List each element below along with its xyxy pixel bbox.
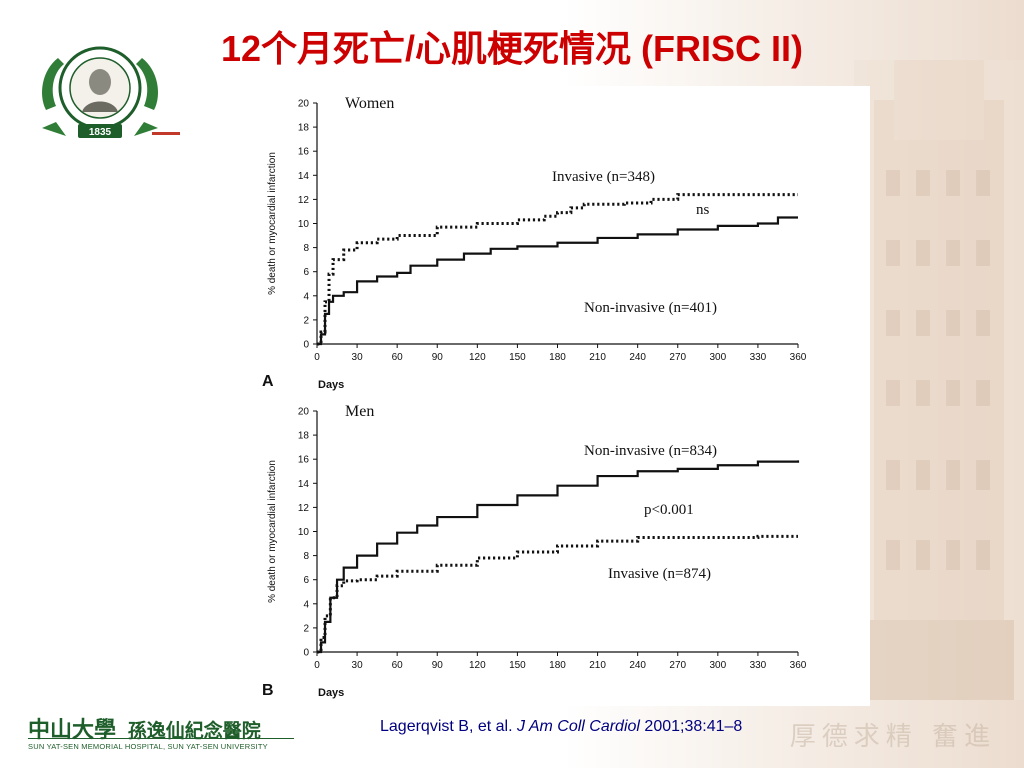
x-tick-label: 150 (509, 352, 526, 363)
panel-title: Women (345, 95, 394, 112)
y-tick-label: 10 (298, 527, 310, 538)
x-tick-label: 240 (629, 352, 646, 363)
y-tick-label: 20 (298, 407, 310, 418)
series-line (317, 193, 798, 346)
x-tick-label: 300 (709, 660, 726, 671)
x-tick-label: 240 (629, 660, 646, 671)
x-tick-label: 90 (432, 352, 444, 363)
x-tick-label: 360 (790, 352, 807, 363)
y-tick-label: 20 (298, 99, 310, 110)
x-tick-label: 60 (392, 660, 404, 671)
x-tick-label: 330 (750, 352, 767, 363)
x-tick-label: 120 (469, 660, 486, 671)
x-tick-label: 0 (314, 352, 320, 363)
title-accent-line (152, 132, 180, 135)
citation-journal: J Am Coll Cardiol (516, 718, 640, 735)
chart-annotation: Non-invasive (n=834) (584, 443, 717, 459)
x-tick-label: 210 (589, 352, 606, 363)
x-tick-label: 0 (314, 660, 320, 671)
x-tick-label: 270 (669, 660, 686, 671)
series-line (317, 460, 800, 654)
y-tick-label: 4 (303, 599, 309, 610)
series-line (317, 216, 798, 346)
x-axis-label: Days (318, 687, 344, 699)
y-axis-label: % death or myocardial infarction (267, 152, 278, 295)
x-tick-label: 150 (509, 660, 526, 671)
x-tick-label: 30 (352, 352, 364, 363)
y-tick-label: 12 (298, 195, 310, 206)
y-tick-label: 8 (303, 243, 309, 254)
y-tick-label: 6 (303, 575, 309, 586)
y-tick-label: 16 (298, 147, 310, 158)
x-tick-label: 180 (549, 660, 566, 671)
panel-letter: B (262, 682, 274, 699)
citation: Lagerqvist B, et al. J Am Coll Cardiol 2… (380, 718, 742, 736)
y-tick-label: 2 (303, 623, 309, 634)
x-axis-label: Days (318, 379, 344, 391)
y-tick-label: 14 (298, 479, 310, 490)
footer-rule (28, 738, 294, 739)
y-tick-label: 14 (298, 171, 310, 182)
x-tick-label: 330 (750, 660, 767, 671)
x-tick-label: 360 (790, 660, 807, 671)
x-tick-label: 90 (432, 660, 444, 671)
chart-annotation: Invasive (n=874) (608, 566, 711, 582)
y-tick-label: 0 (303, 648, 309, 659)
chart-annotation: Non-invasive (n=401) (584, 300, 717, 316)
footer-institution-cn: 中山大學 孫逸仙紀念醫院 (28, 717, 261, 743)
background-building-image (854, 60, 1024, 700)
x-tick-label: 300 (709, 352, 726, 363)
x-tick-label: 270 (669, 352, 686, 363)
y-tick-label: 18 (298, 123, 310, 134)
watermark-text: 厚德求精 奮進 (789, 722, 996, 752)
y-tick-label: 4 (303, 291, 309, 302)
x-tick-label: 210 (589, 660, 606, 671)
slide-title: 12个月死亡/心肌梗死情况 (FRISC II) (220, 28, 804, 69)
chart-annotation: Invasive (n=348) (552, 169, 655, 185)
y-tick-label: 6 (303, 267, 309, 278)
citation-prefix: Lagerqvist B, et al. (380, 718, 517, 735)
chart-annotation: p<0.001 (644, 502, 694, 518)
plot-panel: 0 2 4 6 8 10 12 14 16 18 20 0 30 60 90 120 150 180 210 240 2… (180, 86, 870, 706)
hospital-logo: 1835 (42, 46, 158, 138)
footer-institution-en: SUN YAT-SEN MEMORIAL HOSPITAL, SUN YAT-S… (28, 742, 268, 751)
x-tick-label: 180 (549, 352, 566, 363)
panel-letter: A (262, 373, 274, 390)
x-tick-label: 60 (392, 352, 404, 363)
y-tick-label: 10 (298, 219, 310, 230)
citation-suffix: 2001;38:41–8 (639, 718, 743, 735)
y-tick-label: 2 (303, 315, 309, 326)
y-tick-label: 8 (303, 551, 309, 562)
y-axis-label: % death or myocardial infarction (267, 460, 278, 603)
panel-title: Men (345, 403, 374, 420)
y-tick-label: 18 (298, 431, 310, 442)
logo-year: 1835 (89, 127, 112, 138)
x-tick-label: 30 (352, 660, 364, 671)
y-tick-label: 12 (298, 503, 310, 514)
footer-logo: 中山大學 孫逸仙紀念醫院 SUN YAT-SEN MEMORIAL HOSPIT… (28, 712, 298, 756)
y-tick-label: 0 (303, 340, 309, 351)
chart-annotation: ns (696, 202, 710, 218)
x-tick-label: 120 (469, 352, 486, 363)
y-tick-label: 16 (298, 455, 310, 466)
series-line (317, 534, 798, 654)
